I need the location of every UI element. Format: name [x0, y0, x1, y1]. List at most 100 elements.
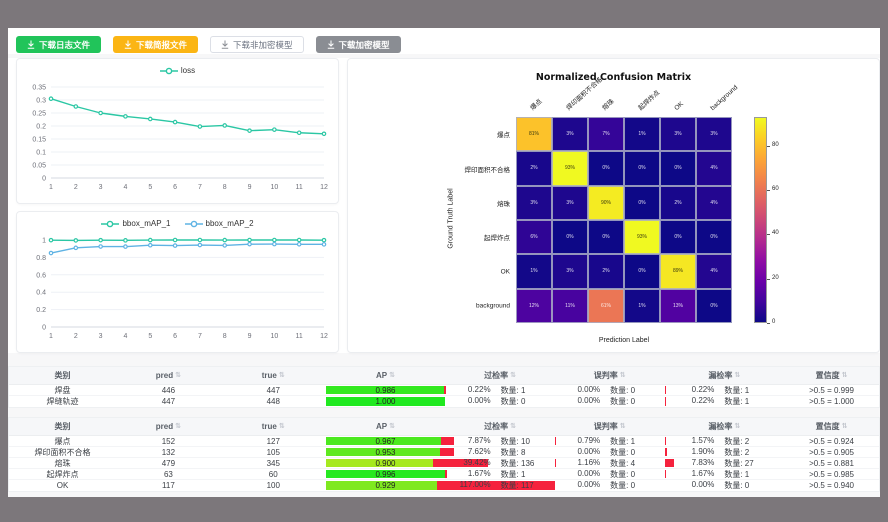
- cm-cell-OK-爆点: 1%: [516, 254, 552, 289]
- column-header-pred: pred ⇅: [155, 371, 182, 380]
- cell-ap: 0.929: [325, 480, 446, 491]
- cell-misjudge: 0.00% 数量: 0: [577, 469, 636, 479]
- legend-item-bbox_mAP_2[interactable]: bbox_mAP_2: [184, 219, 254, 228]
- sort-icon[interactable]: ⇅: [734, 423, 741, 430]
- cell-class: 熔珠: [54, 458, 71, 468]
- map-chart: 00.20.40.60.811 2 3 4 5 6 7 8 9 10 11 12: [36, 238, 328, 341]
- svg-text:1: 1: [49, 333, 53, 340]
- download-report-label: 下载简报文件: [136, 39, 188, 50]
- svg-text:10: 10: [270, 333, 278, 340]
- download-toolbar: 下载日志文件 下载简报文件 下载非加密模型 下载加密模型: [8, 28, 880, 54]
- sort-icon[interactable]: ⇅: [175, 372, 182, 379]
- ap-remainder-bar: [433, 459, 446, 467]
- cm-colorbar-tick: 80: [767, 141, 779, 148]
- table-row-焊盘: 焊盘 446 447 0.986 0.22% 数量: 1 0.00% 数量: 0 0.22% 数量…: [9, 385, 879, 396]
- legend-item-bbox_mAP_1[interactable]: bbox_mAP_1: [101, 219, 171, 228]
- cell-missed-detection: 7.83% 数量: 27: [664, 458, 785, 468]
- sort-icon[interactable]: ⇅: [278, 423, 285, 430]
- cell-confidence: >0.5 = 0.905: [809, 447, 854, 457]
- summary-table-welds: 类别 pred ⇅ true ⇅ AP ⇅ 过检率 ⇅ 误判率 ⇅ 漏检率 ⇅ 置信度 ⇅ 焊盘 446 447 0…: [8, 366, 880, 408]
- cell-pred: 446: [161, 385, 176, 395]
- svg-text:1: 1: [49, 184, 53, 191]
- cell-true: 100: [266, 481, 280, 490]
- cm-row-label: 焊印面积不合格: [464, 166, 511, 174]
- cell-misjudge: 1.16% 数量: 4: [554, 458, 665, 468]
- sort-icon[interactable]: ⇅: [841, 423, 848, 430]
- ap-bar: [325, 481, 437, 490]
- cm-cell-熔珠-焊印面积不合格: 3%: [552, 185, 588, 220]
- cm-colorbar-tick: 0: [766, 319, 776, 325]
- sort-icon[interactable]: ⇅: [841, 372, 848, 379]
- cm-cell-焊印面积不合格-熔珠: 0%: [588, 151, 624, 186]
- cm-cell-爆点-起焊炸点: 1%: [624, 117, 660, 152]
- loss-chart-card: loss 0 0.05 0.1 0.15 0.2 0.25 0.3 0.35 1 2 3 4 5 6 7 8 9…: [16, 58, 339, 204]
- cm-ylabel: Ground Truth Label: [447, 188, 455, 249]
- cm-cell-起焊炸点-起焊炸点: 93%: [624, 220, 660, 255]
- cm-cell-焊印面积不合格-起焊炸点: 0%: [624, 151, 660, 186]
- cell-misjudge: 0.00% 数量: 0: [577, 396, 636, 406]
- cell-true: 127: [266, 436, 280, 446]
- cm-cell-起焊炸点-焊印面积不合格: 0%: [552, 220, 588, 255]
- table-row-焊印面积不合格: 焊印面积不合格 132 105 0.953 7.62% 数量: 8 0.00% 数量: 0 1.…: [9, 447, 879, 458]
- ap-bar: [325, 386, 444, 394]
- svg-text:0.15: 0.15: [32, 137, 46, 144]
- sort-icon[interactable]: ⇅: [389, 372, 395, 379]
- sort-icon[interactable]: ⇅: [619, 423, 626, 430]
- column-header-类别: 类别: [54, 422, 71, 431]
- cell-misjudge: 0.00% 数量: 0: [577, 447, 636, 457]
- cm-cell-起焊炸点-OK: 0%: [660, 220, 696, 255]
- svg-text:4: 4: [124, 184, 128, 191]
- legend-item-loss[interactable]: loss: [159, 66, 195, 75]
- cm-cell-焊印面积不合格-爆点: 2%: [516, 151, 552, 186]
- cell-pred: 132: [161, 447, 176, 457]
- cm-cell-background-爆点: 12%: [516, 288, 552, 323]
- column-header-true: true ⇅: [261, 371, 285, 380]
- svg-text:7: 7: [198, 333, 202, 340]
- svg-text:0.3: 0.3: [36, 98, 46, 105]
- sort-icon[interactable]: ⇅: [278, 372, 285, 379]
- download-encrypted-model-button[interactable]: 下载加密模型: [315, 36, 401, 53]
- svg-text:0.05: 0.05: [32, 163, 46, 170]
- cm-cell-起焊炸点-background: 0%: [696, 220, 732, 255]
- cm-cell-熔珠-爆点: 3%: [516, 185, 552, 220]
- cell-misjudge: 0.00% 数量: 0: [577, 480, 636, 490]
- cm-col-label: 熔珠: [601, 98, 616, 112]
- cell-true: 105: [266, 447, 280, 457]
- column-header-AP: AP ⇅: [375, 371, 395, 380]
- cell-confidence: >0.5 = 0.881: [809, 458, 854, 468]
- cm-cell-background-OK: 13%: [660, 288, 696, 323]
- cm-row-label: 起焊炸点: [484, 235, 510, 243]
- svg-text:11: 11: [296, 333, 303, 340]
- download-icon: [27, 40, 35, 49]
- ap-remainder-bar: [443, 386, 446, 394]
- download-icon: [124, 40, 132, 49]
- legend-line-icon: [101, 220, 120, 227]
- cell-class: 起焊炸点: [46, 469, 79, 479]
- svg-text:3: 3: [99, 184, 103, 191]
- sort-icon[interactable]: ⇅: [389, 423, 395, 430]
- legend-line-icon: [159, 67, 178, 74]
- download-unencrypted-model-label: 下载非加密模型: [233, 39, 293, 50]
- download-unencrypted-model-button[interactable]: 下载非加密模型: [210, 36, 304, 53]
- cm-cell-OK-OK: 89%: [660, 254, 696, 289]
- cell-confidence: >0.5 = 0.999: [809, 385, 854, 395]
- table-header-row: 类别 pred ⇅ true ⇅ AP ⇅ 过检率 ⇅ 误判率 ⇅ 漏检率 ⇅ 置信度 ⇅: [9, 418, 879, 436]
- cell-over-detection: 0.00% 数量: 0: [467, 396, 526, 406]
- download-report-button[interactable]: 下载简报文件: [113, 36, 199, 53]
- sort-icon[interactable]: ⇅: [510, 372, 517, 379]
- cm-colorbar-tick: 60: [767, 186, 779, 193]
- sort-icon[interactable]: ⇅: [510, 423, 517, 430]
- svg-text:8: 8: [223, 333, 227, 340]
- confusion-matrix-title: Normalized Confusion Matrix: [535, 72, 692, 83]
- sort-icon[interactable]: ⇅: [619, 372, 626, 379]
- column-header-AP: AP ⇅: [375, 422, 395, 431]
- column-header-置信度: 置信度 ⇅: [815, 371, 848, 380]
- summary-table-defects: 类别 pred ⇅ true ⇅ AP ⇅ 过检率 ⇅ 误判率 ⇅ 漏检率 ⇅ 置信度 ⇅ 爆点 152 127 0…: [8, 417, 880, 492]
- cm-cell-爆点-爆点: 81%: [516, 117, 552, 152]
- svg-text:0.8: 0.8: [36, 255, 46, 262]
- download-log-button[interactable]: 下载日志文件: [16, 36, 102, 53]
- sort-icon[interactable]: ⇅: [734, 372, 741, 379]
- cm-row-label: 爆点: [497, 132, 510, 140]
- column-header-过检率: 过检率 ⇅: [484, 371, 517, 380]
- sort-icon[interactable]: ⇅: [175, 423, 182, 430]
